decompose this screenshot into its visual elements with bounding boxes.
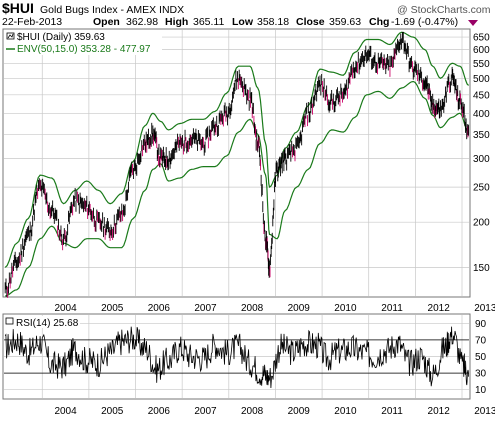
low-value: 358.18: [257, 16, 289, 28]
open-value: 362.98: [126, 16, 158, 28]
rsi-x-tick-label: 2011: [381, 406, 403, 417]
price-x-tick-label: 2005: [101, 303, 124, 314]
price-x-axis: 2004 2005 2006 2007 2008 2009 2010 2011 2012 2013: [54, 303, 495, 314]
price-x-tick-label: 2008: [241, 303, 264, 314]
index-name: Gold Bugs Index - AMEX INDX: [40, 4, 184, 16]
price-x-tick-label: 2012: [428, 303, 451, 314]
rsi-x-tick-label: 2010: [334, 406, 357, 417]
legend-envelope: ENV(50,15.0) 353.28 - 477.97: [17, 44, 151, 55]
price-x-tick-label: 2010: [334, 303, 357, 314]
rsi-legend-box: [4, 316, 80, 328]
price-y-tick-label: 250: [473, 183, 490, 194]
price-y-tick-label: 350: [473, 130, 490, 141]
price-x-tick-label: 2009: [288, 303, 311, 314]
rsi-line: [4, 326, 469, 389]
rsi-x-tick-label: 2013: [474, 406, 495, 417]
price-y-tick-label: 300: [473, 154, 490, 165]
high-value: 365.11: [193, 16, 224, 28]
rsi-legend: RSI(14) 25.68: [16, 318, 79, 329]
price-x-tick-label: 2006: [148, 303, 171, 314]
rsi-y-axis: 10 30 50 70 90: [475, 319, 487, 396]
symbol-title: $HUI: [2, 0, 34, 16]
open-label: Open: [93, 16, 120, 28]
price-x-tick-label: 2004: [54, 303, 77, 314]
price-x-tick-label: 2013: [474, 303, 495, 314]
rsi-y-tick-label: 90: [475, 319, 487, 330]
chart-icon: [6, 32, 15, 40]
rsi-chart-icon: [5, 317, 14, 325]
price-y-tick-label: 400: [473, 109, 490, 120]
rsi-x-tick-label: 2004: [54, 406, 77, 417]
rsi-y-tick-label: 30: [475, 369, 487, 380]
price-y-tick-label: 600: [473, 45, 490, 56]
price-series-group: [4, 31, 470, 298]
rsi-grid: [4, 315, 469, 398]
stockcharts-brand: @ StockCharts.com: [397, 4, 491, 16]
price-panel: [2, 28, 471, 298]
envelope-lower-line: [5, 80, 469, 297]
price-y-tick-label: 450: [473, 90, 490, 101]
legend-price: $HUI (Daily) 359.63: [17, 32, 105, 43]
rsi-y-tick-label: 10: [475, 385, 487, 396]
price-y-tick-label: 200: [473, 218, 490, 229]
price-y-tick-label: 550: [473, 59, 490, 70]
price-x-tick-label: 2011: [381, 303, 403, 314]
rsi-x-tick-label: 2012: [428, 406, 451, 417]
high-label: High: [165, 16, 188, 28]
rsi-y-tick-label: 70: [475, 335, 487, 346]
envelope-upper-line: [4, 31, 470, 268]
rsi-x-tick-label: 2008: [241, 406, 264, 417]
price-y-tick-label: 150: [473, 263, 490, 274]
price-y-tick-label: 650: [473, 33, 490, 44]
rsi-x-tick-label: 2009: [288, 406, 311, 417]
rsi-y-tick-label: 50: [475, 352, 487, 363]
rsi-x-tick-label: 2005: [101, 406, 124, 417]
chg-value: -1.69 (-0.47%): [391, 16, 458, 28]
legend-box: [4, 30, 162, 55]
low-label: Low: [232, 16, 254, 28]
rsi-x-axis: 2004 2005 2006 2007 2008 2009 2010 2011 2012 2013: [54, 406, 495, 417]
chg-label: Chg: [369, 16, 389, 28]
price-y-tick-label: 500: [473, 74, 490, 85]
rsi-series-group: [4, 326, 469, 389]
close-value: 359.63: [329, 16, 361, 28]
quote-date: 22-Feb-2013: [2, 16, 62, 28]
price-x-tick-label: 2007: [194, 303, 217, 314]
close-label: Close: [296, 16, 325, 28]
rsi-x-tick-label: 2007: [194, 406, 217, 417]
down-triangle-icon: [468, 20, 478, 26]
rsi-x-tick-label: 2006: [148, 406, 171, 417]
